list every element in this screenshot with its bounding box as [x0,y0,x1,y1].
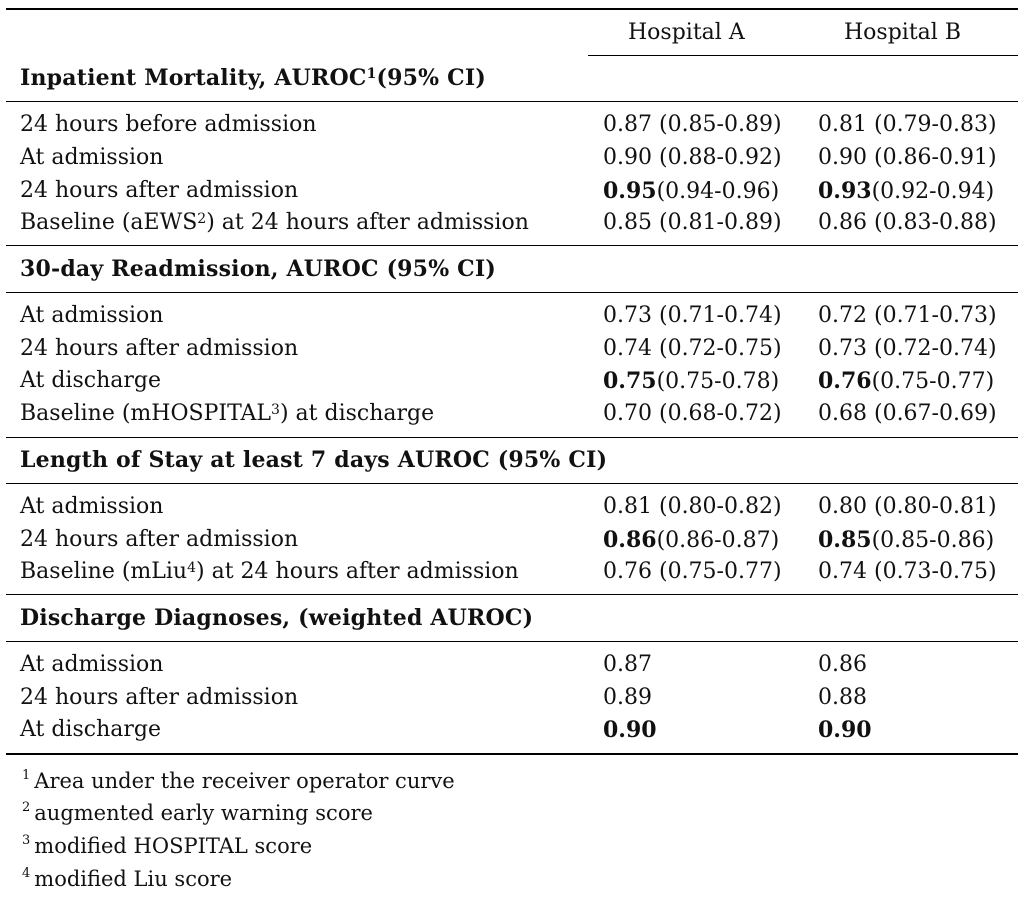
section-3-top-rule [6,437,1018,438]
section-2-top-rule [6,245,1018,246]
hospital-b-value: 0.90 [818,717,872,743]
row-label: 24 hours after admission [20,336,299,361]
hospital-a-value: 0.73 (0.71-0.74) [603,303,782,328]
hospital-b-value: 0.90 (0.86-0.91) [818,145,997,170]
footnote-1: 1 Area under the receiver operator curve [22,768,455,793]
row-label: 24 hours after admission [20,178,299,203]
section-1-rule [6,101,1018,102]
top-rule [6,8,1018,10]
hospital-b-value: 0.76(0.75-0.77) [818,368,995,394]
hospital-b-value: 0.86 (0.83-0.88) [818,210,997,235]
row-label: At discharge [20,368,161,393]
hospital-b-value: 0.85(0.85-0.86) [818,527,995,553]
row-label: At discharge [20,717,161,742]
hospital-b-value: 0.72 (0.71-0.73) [818,303,997,328]
hospital-b-value: 0.68 (0.67-0.69) [818,401,997,426]
row-label: Baseline (mLiu4) at 24 hours after admis… [20,559,519,584]
column-header-hospital-a: Hospital A [628,20,745,45]
row-label: 24 hours after admission [20,527,299,552]
hospital-b-value: 0.88 [818,685,867,710]
section-title-readmission: 30-day Readmission, AUROC (95% CI) [20,256,496,282]
hospital-b-value: 0.80 (0.80-0.81) [818,494,997,519]
hospital-a-value: 0.95(0.94-0.96) [603,178,780,204]
row-label: At admission [20,303,164,328]
row-label: At admission [20,652,164,677]
header-rule [588,55,1018,56]
section-4-rule [6,641,1018,642]
row-label: At admission [20,494,164,519]
row-label: 24 hours before admission [20,112,317,137]
hospital-a-value: 0.90 (0.88-0.92) [603,145,782,170]
hospital-a-value: 0.81 (0.80-0.82) [603,494,782,519]
column-header-hospital-b: Hospital B [844,20,961,45]
section-3-rule [6,483,1018,484]
row-label: At admission [20,145,164,170]
section-4-top-rule [6,594,1018,595]
section-2-rule [6,292,1018,293]
hospital-a-value: 0.70 (0.68-0.72) [603,401,782,426]
section-title-mortality: Inpatient Mortality, AUROC1(95% CI) [20,65,486,91]
hospital-b-value: 0.86 [818,652,867,677]
hospital-b-value: 0.81 (0.79-0.83) [818,112,997,137]
section-title-length-of-stay: Length of Stay at least 7 days AUROC (95… [20,447,608,473]
row-label: 24 hours after admission [20,685,299,710]
section-title-discharge-diagnoses: Discharge Diagnoses, (weighted AUROC) [20,605,534,631]
hospital-a-value: 0.74 (0.72-0.75) [603,336,782,361]
hospital-a-value: 0.90 [603,717,657,743]
footnote-2: 2 augmented early warning score [22,800,373,825]
bottom-rule [6,753,1018,755]
hospital-a-value: 0.87 [603,652,652,677]
hospital-b-value: 0.73 (0.72-0.74) [818,336,997,361]
hospital-b-value: 0.74 (0.73-0.75) [818,559,997,584]
row-label: Baseline (mHOSPITAL3) at discharge [20,401,435,426]
footnote-4: 4 modified Liu score [22,866,233,891]
hospital-a-value: 0.89 [603,685,652,710]
hospital-a-value: 0.87 (0.85-0.89) [603,112,782,137]
hospital-b-value: 0.93(0.92-0.94) [818,178,995,204]
hospital-a-value: 0.85 (0.81-0.89) [603,210,782,235]
hospital-a-value: 0.86(0.86-0.87) [603,527,780,553]
hospital-a-value: 0.76 (0.75-0.77) [603,559,782,584]
hospital-a-value: 0.75(0.75-0.78) [603,368,780,394]
row-label: Baseline (aEWS2) at 24 hours after admis… [20,210,529,235]
footnote-3: 3 modified HOSPITAL score [22,833,313,858]
